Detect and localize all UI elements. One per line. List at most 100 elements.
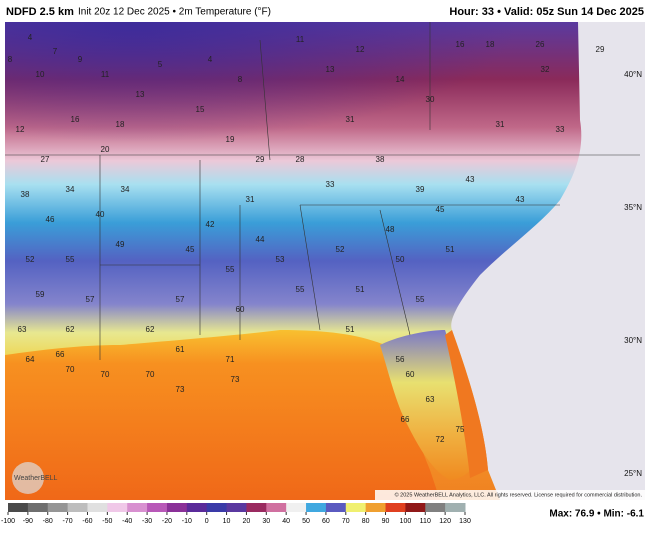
station-value: 45 <box>186 245 195 254</box>
station-value: 32 <box>541 65 550 74</box>
station-value: 31 <box>346 115 355 124</box>
colorbar-label: -90 <box>23 518 33 525</box>
station-value: 8 <box>238 75 243 84</box>
station-value: 42 <box>206 220 215 229</box>
station-value: 70 <box>101 370 110 379</box>
station-value: 18 <box>486 40 495 49</box>
station-value: 38 <box>21 190 30 199</box>
valid-time: Hour: 33 • Valid: 05z Sun 14 Dec 2025 <box>449 6 644 18</box>
colorbar-segment <box>147 503 168 512</box>
station-value: 55 <box>66 255 75 264</box>
colorbar-label: -50 <box>102 518 112 525</box>
copyright-bg <box>375 490 645 500</box>
station-value: 56 <box>396 355 405 364</box>
colorbar-label: -20 <box>162 518 172 525</box>
station-value: 15 <box>196 105 205 114</box>
station-value: 72 <box>436 435 445 444</box>
subtitle: Init 20z 12 Dec 2025 • 2m Temperature (°… <box>78 7 271 18</box>
colorbar-segment <box>325 503 347 512</box>
station-value: 62 <box>146 325 155 334</box>
lat-label: 30°N <box>624 336 642 345</box>
station-value: 30 <box>426 95 435 104</box>
station-value: 61 <box>176 345 185 354</box>
station-value: 29 <box>596 45 605 54</box>
station-value: 38 <box>376 155 385 164</box>
station-value: 60 <box>236 305 245 314</box>
max-min: Max: 76.9 • Min: -6.1 <box>549 509 644 520</box>
colorbar-label: 110 <box>420 518 431 525</box>
station-value: 43 <box>466 175 475 184</box>
colorbar-segment <box>445 503 466 512</box>
colorbar-segment <box>107 503 128 512</box>
station-value: 31 <box>496 120 505 129</box>
header-bar <box>0 0 650 22</box>
colorbar-label: 40 <box>282 518 290 525</box>
colorbar: -100 -90 -80 -70 -60 -50 -40 -30 -20 -10 0 10 20 30 40… <box>1 503 471 525</box>
title: NDFD 2.5 km <box>6 6 74 18</box>
station-value: 33 <box>326 180 335 189</box>
station-value: 26 <box>536 40 545 49</box>
station-value: 20 <box>101 145 110 154</box>
logo: WeatherBELL <box>14 475 58 482</box>
station-value: 53 <box>276 255 285 264</box>
atlantic <box>451 22 645 500</box>
lat-label: 40°N <box>624 70 642 79</box>
station-value: 39 <box>416 185 425 194</box>
station-value: 73 <box>176 385 185 394</box>
station-value: 51 <box>446 245 455 254</box>
colorbar-label: 90 <box>382 518 390 525</box>
colorbar-segment <box>47 503 69 512</box>
colorbar-label: -80 <box>43 518 53 525</box>
station-value: 71 <box>226 355 235 364</box>
station-value: 12 <box>356 45 365 54</box>
colorbar-label: 70 <box>342 518 350 525</box>
station-value: 16 <box>71 115 80 124</box>
colorbar-segment <box>385 503 406 512</box>
colorbar-segment <box>286 503 307 512</box>
colorbar-label: 80 <box>362 518 370 525</box>
colorbar-segment <box>345 503 367 512</box>
station-value: 14 <box>396 75 405 84</box>
station-value: 34 <box>66 185 75 194</box>
station-value: 31 <box>246 195 255 204</box>
colorbar-label: -100 <box>1 518 15 525</box>
colorbar-segment <box>186 503 208 512</box>
station-value: 9 <box>78 55 83 64</box>
station-value: 48 <box>386 225 395 234</box>
station-value: 52 <box>26 255 35 264</box>
copyright: © 2025 WeatherBELL Analytics, LLC. All r… <box>395 491 643 498</box>
colorbar-label: 30 <box>262 518 270 525</box>
colorbar-segment <box>365 503 387 512</box>
station-value: 4 <box>28 33 33 42</box>
station-value: 52 <box>336 245 345 254</box>
station-value: 49 <box>116 240 125 249</box>
colorbar-label: 10 <box>223 518 231 525</box>
colorbar-segment <box>226 503 247 512</box>
station-value: 55 <box>226 265 235 274</box>
colorbar-label: -10 <box>182 518 192 525</box>
station-value: 57 <box>176 295 185 304</box>
lat-labels: 40°N 35°N 30°N 25°N <box>624 70 642 478</box>
station-value: 4 <box>208 55 213 64</box>
colorbar-label: 20 <box>243 518 251 525</box>
station-value: 63 <box>426 395 435 404</box>
station-value: 63 <box>18 325 27 334</box>
colorbar-label: -70 <box>63 518 73 525</box>
station-value: 13 <box>136 90 145 99</box>
borders <box>5 22 640 360</box>
colorbar-label: 60 <box>322 518 330 525</box>
colorbar-label: 0 <box>205 518 209 525</box>
station-value: 66 <box>401 415 410 424</box>
station-value: 75 <box>456 425 465 434</box>
station-value: 59 <box>36 290 45 299</box>
colorbar-segment <box>206 503 228 512</box>
colorbar-segment <box>8 503 29 512</box>
colorbar-label: 50 <box>302 518 310 525</box>
colorbar-label: 120 <box>439 518 451 525</box>
station-value: 55 <box>296 285 305 294</box>
colorbar-segment <box>166 503 188 512</box>
station-value: 19 <box>226 135 235 144</box>
lat-label: 35°N <box>624 203 642 212</box>
station-value: 70 <box>66 365 75 374</box>
logo-globe <box>12 462 44 494</box>
